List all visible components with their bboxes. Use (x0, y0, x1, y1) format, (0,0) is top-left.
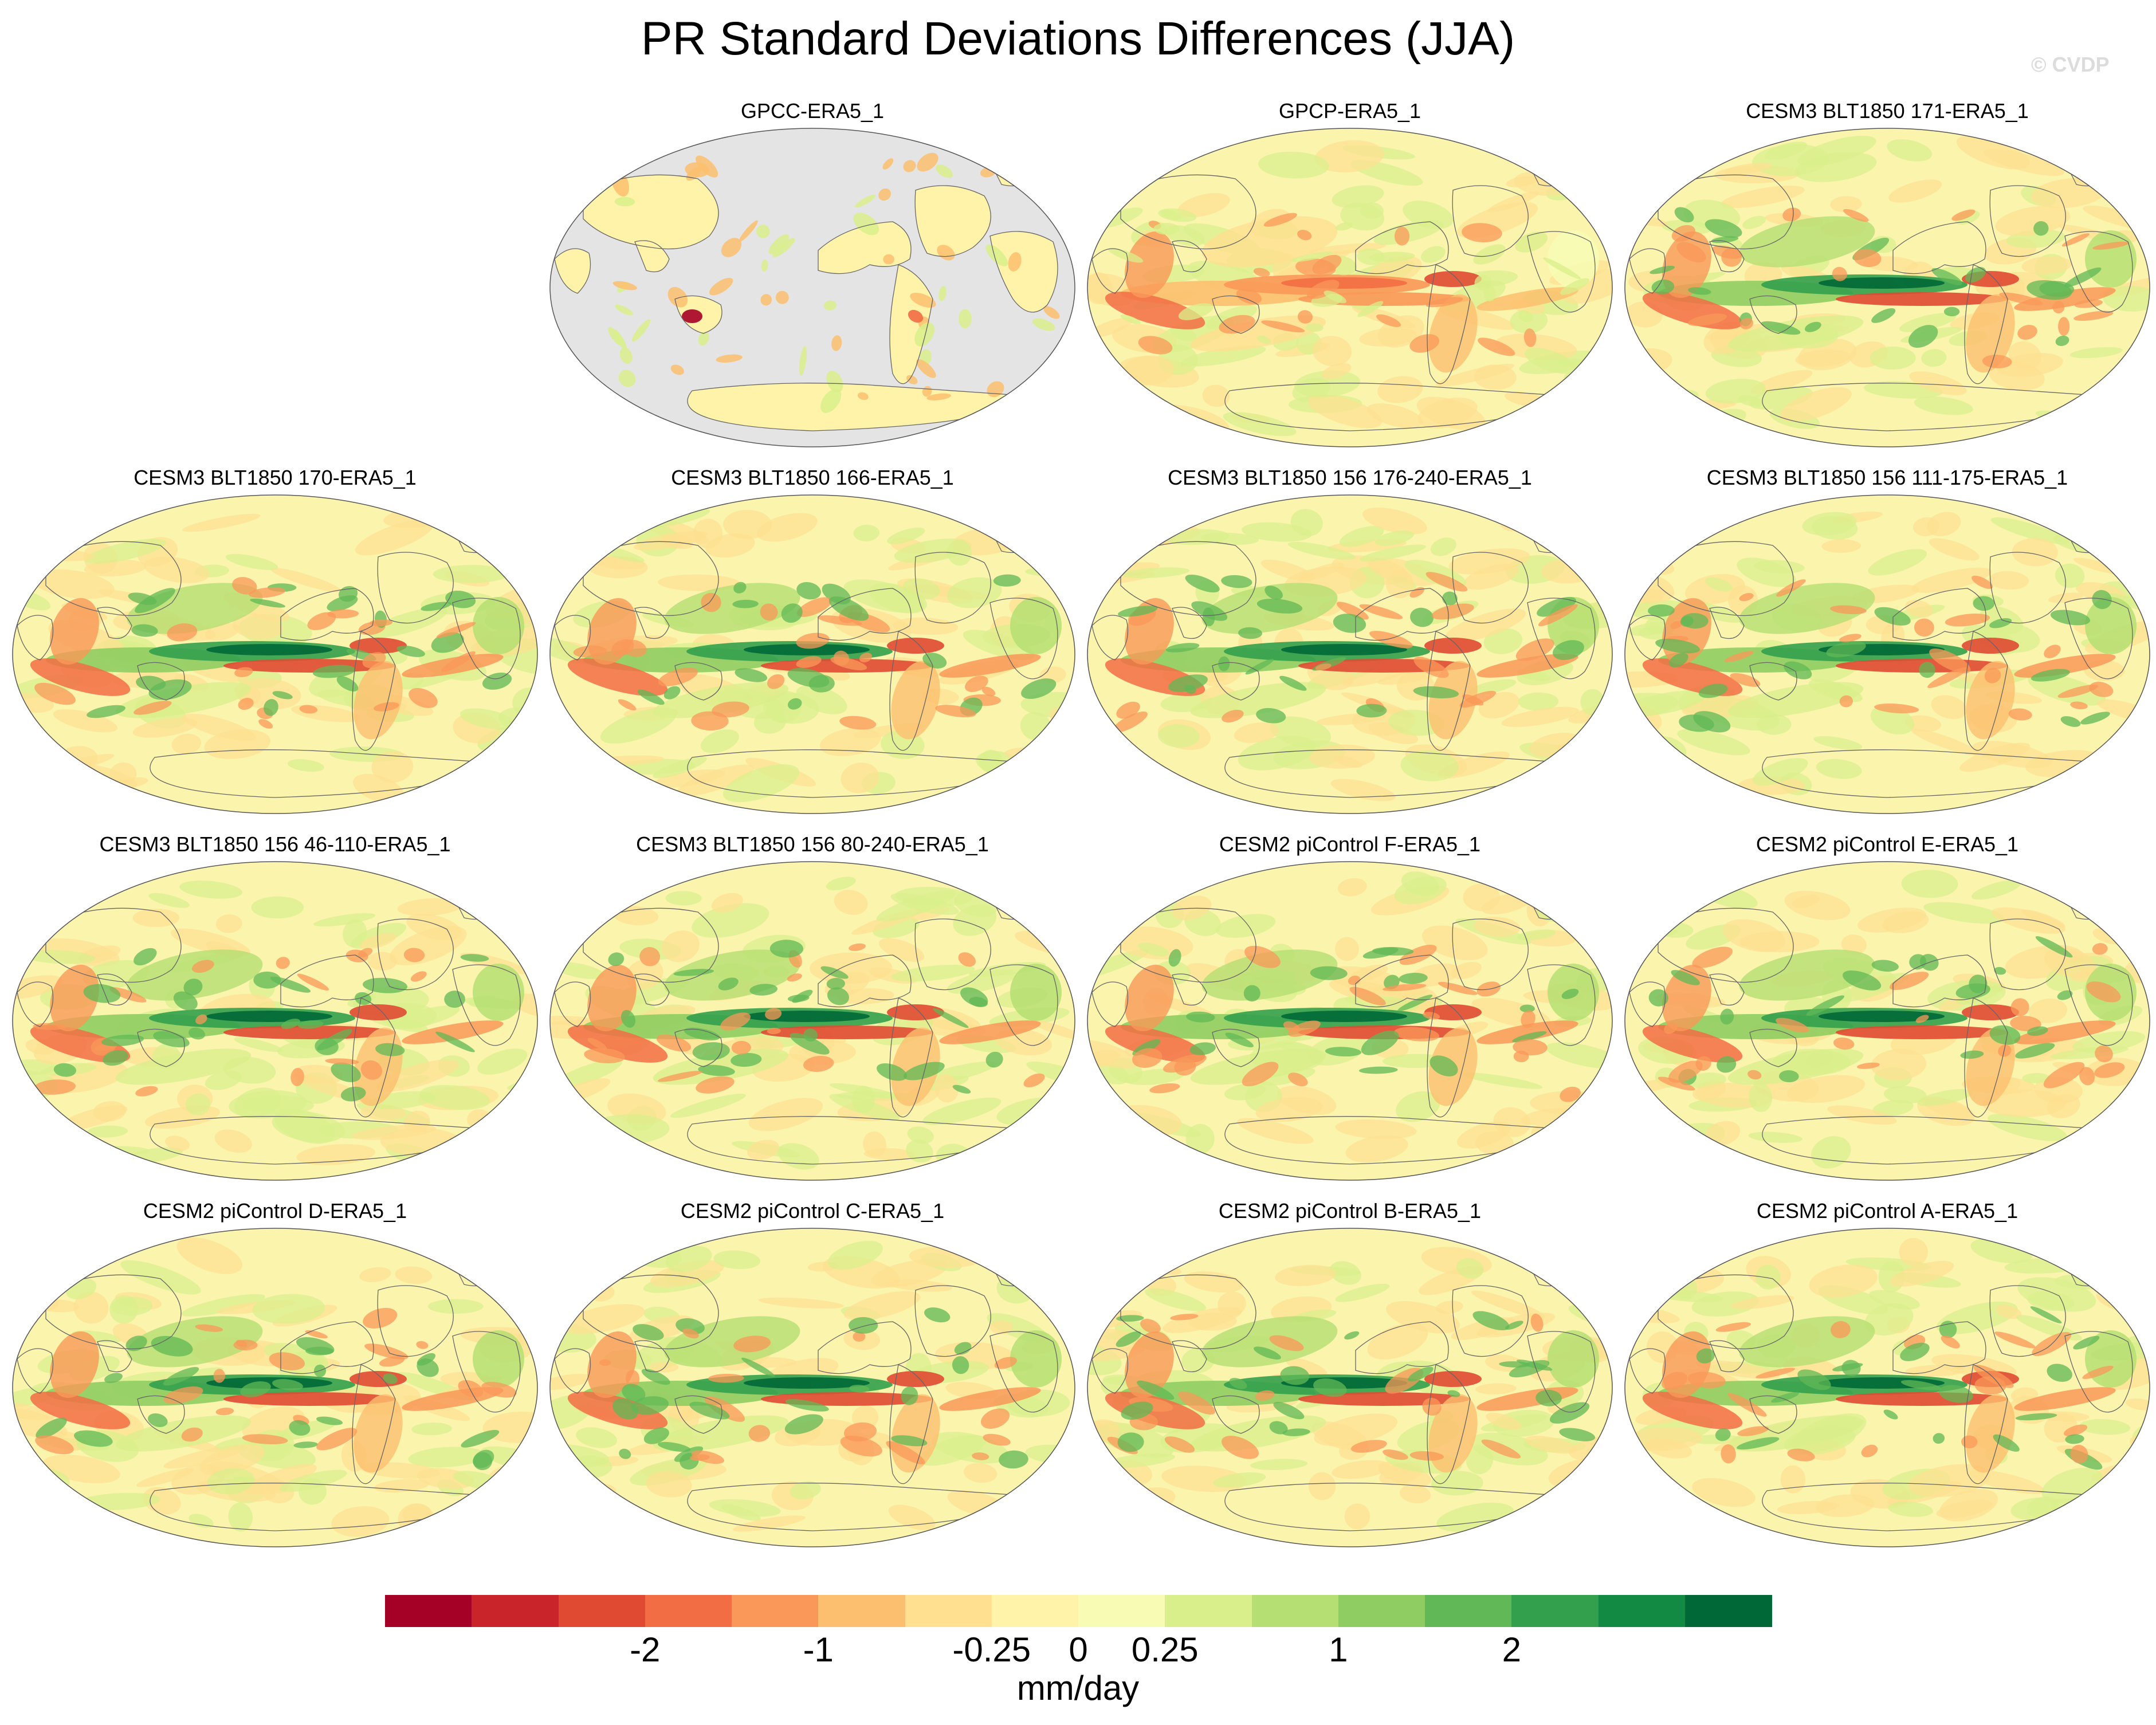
colorbar (385, 1595, 1772, 1627)
map-projection (1624, 861, 2150, 1181)
map-projection (1624, 1228, 2150, 1547)
map-panel: CESM2 piControl C-ERA5_1 (549, 1199, 1076, 1547)
colorbar-tick-label: -1 (803, 1630, 834, 1669)
map-panel: CESM2 piControl B-ERA5_1 (1086, 1199, 1613, 1547)
map-panel: CESM2 piControl E-ERA5_1 (1624, 832, 2151, 1181)
map-projection (1087, 1228, 1613, 1547)
map-panel: GPCC-ERA5_1 (549, 99, 1076, 447)
map-panel: CESM3 BLT1850 156 46-110-ERA5_1 (11, 832, 539, 1181)
panel-title: CESM3 BLT1850 156 176-240-ERA5_1 (1168, 466, 1532, 489)
panel-title: CESM2 piControl A-ERA5_1 (1756, 1199, 2018, 1223)
map-projection (1624, 494, 2150, 814)
colorbar-bin (905, 1595, 992, 1627)
colorbar-bin (991, 1595, 1079, 1627)
colorbar-units: mm/day (1016, 1669, 1140, 1707)
colorbar-tick-label: 2 (1502, 1630, 1521, 1669)
panel-title: GPCC-ERA5_1 (740, 99, 885, 123)
colorbar-bin (818, 1595, 905, 1627)
colorbar-tick-label: -0.25 (952, 1630, 1031, 1669)
map-projection (1087, 128, 1613, 447)
panel-title: GPCP-ERA5_1 (1278, 99, 1421, 123)
colorbar-bin (1251, 1595, 1339, 1627)
colorbar-bin (558, 1595, 646, 1627)
colorbar-bin (1165, 1595, 1252, 1627)
panel-title: CESM2 piControl D-ERA5_1 (143, 1199, 407, 1223)
panel-title: CESM3 BLT1850 166-ERA5_1 (671, 466, 954, 489)
map-panel: CESM3 BLT1850 156 176-240-ERA5_1 (1086, 465, 1613, 814)
colorbar-bin (1425, 1595, 1512, 1627)
page-title: PR Standard Deviations Differences (JJA) (641, 13, 1515, 65)
panel-title: CESM3 BLT1850 171-ERA5_1 (1746, 99, 2029, 123)
map-panel: GPCP-ERA5_1 (1086, 99, 1613, 447)
map-projection (12, 494, 538, 814)
map-projection (12, 861, 538, 1181)
map-panel: CESM3 BLT1850 156 80-240-ERA5_1 (549, 832, 1076, 1181)
map-panel: CESM3 BLT1850 156 111-175-ERA5_1 (1624, 465, 2151, 814)
map-projection (1087, 861, 1613, 1181)
watermark: © CVDP (2031, 53, 2110, 76)
panel-title: CESM2 piControl F-ERA5_1 (1219, 832, 1481, 856)
colorbar-tick-label: 1 (1329, 1630, 1348, 1669)
map-projection (1624, 128, 2150, 447)
colorbar-bin (1078, 1595, 1165, 1627)
map-panel: CESM2 piControl D-ERA5_1 (11, 1199, 539, 1547)
panel-title: CESM2 piControl E-ERA5_1 (1756, 832, 2019, 856)
colorbar-labels: -2 -1 -0.25 0 0.25 1 2 (0, 1630, 2156, 1676)
map-projection (1087, 494, 1613, 814)
colorbar-tick-label: -2 (630, 1630, 661, 1669)
panel-title: CESM3 BLT1850 170-ERA5_1 (133, 466, 417, 489)
colorbar-bin (1684, 1595, 1772, 1627)
map-panel: CESM2 piControl A-ERA5_1 (1624, 1199, 2151, 1547)
map-panel: CESM2 piControl F-ERA5_1 (1086, 832, 1613, 1181)
colorbar-tick-label: 0 (1069, 1630, 1088, 1669)
map-projection (12, 1228, 538, 1547)
colorbar-bin (1338, 1595, 1425, 1627)
colorbar-bin (645, 1595, 732, 1627)
panel-title: CESM3 BLT1850 156 111-175-ERA5_1 (1706, 466, 2068, 489)
map-panel: CESM3 BLT1850 171-ERA5_1 (1624, 99, 2151, 447)
colorbar-tick-label: 0.25 (1131, 1630, 1199, 1669)
colorbar-bin (385, 1595, 472, 1627)
colorbar-bin (1511, 1595, 1599, 1627)
panel-title: CESM3 BLT1850 156 46-110-ERA5_1 (99, 832, 451, 856)
colorbar-bin (472, 1595, 559, 1627)
map-projection (549, 494, 1075, 814)
colorbar-bin (732, 1595, 819, 1627)
panel-title: CESM3 BLT1850 156 80-240-ERA5_1 (636, 832, 989, 856)
colorbar-bin (1598, 1595, 1686, 1627)
panel-title: CESM2 piControl B-ERA5_1 (1218, 1199, 1482, 1223)
map-panel: CESM3 BLT1850 166-ERA5_1 (549, 465, 1076, 814)
panel-title: CESM2 piControl C-ERA5_1 (680, 1199, 945, 1223)
map-panel: CESM3 BLT1850 170-ERA5_1 (11, 465, 539, 814)
map-projection (549, 1228, 1075, 1547)
map-projection (549, 128, 1075, 447)
map-projection (549, 861, 1075, 1181)
